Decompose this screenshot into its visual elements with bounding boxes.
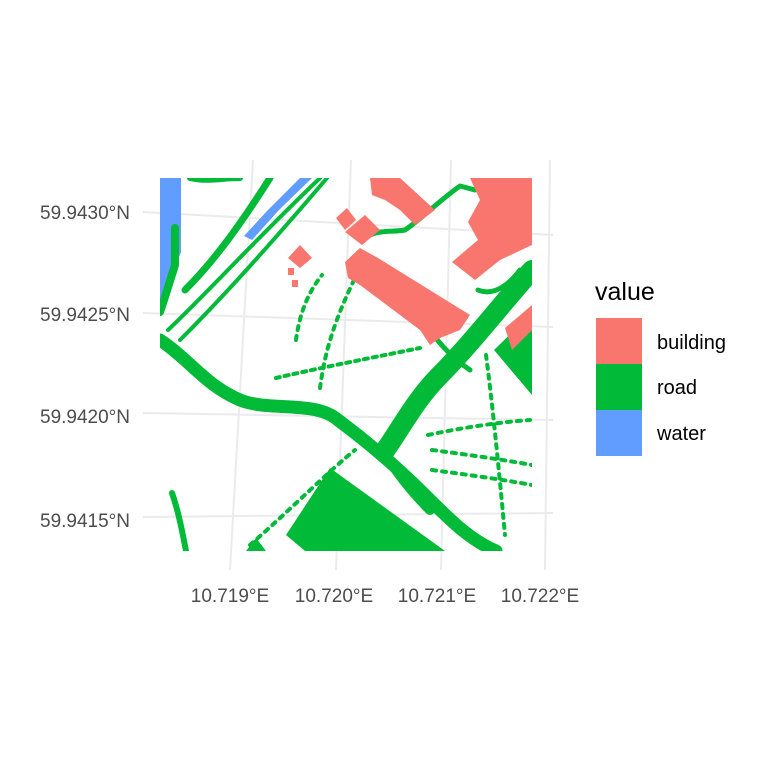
road-footpath-4: [426, 418, 532, 437]
road-northwest-diag-2: [166, 178, 322, 332]
road-footpath-1: [294, 273, 324, 342]
building-layer: [288, 178, 532, 350]
building-small-west: [288, 245, 312, 268]
building-northeast-block: [452, 178, 532, 280]
y-axis-labels: 59.9430°N 59.9425°N 59.9420°N 59.9415°N: [40, 203, 130, 532]
road-layer: [160, 178, 532, 551]
water-area-west: [160, 178, 181, 300]
graticule: [142, 159, 554, 571]
road-footpath-5: [430, 448, 532, 467]
building-north-annex: [345, 215, 380, 245]
road-north-building-path: [367, 183, 478, 238]
road-area-small-triangle: [246, 538, 266, 551]
road-footpath-2: [318, 278, 356, 390]
lat-tick-label: 59.9420°N: [40, 407, 130, 428]
lon-tick-label: 10.722°E: [501, 586, 579, 607]
lon-tick-label: 10.719°E: [191, 586, 269, 607]
road-northwest-diag-3: [178, 178, 329, 342]
water-strip-north: [244, 178, 312, 240]
road-northwest-curve: [187, 178, 243, 183]
legend-key-road: [596, 364, 642, 410]
x-axis-labels: 10.719°E 10.720°E 10.721°E 10.722°E: [191, 586, 579, 607]
map-panel: [160, 178, 532, 551]
road-area-south-plaza: [286, 468, 445, 551]
road-footpath-6: [430, 468, 532, 487]
grid-lat-line: [142, 412, 554, 421]
legend: value building road water: [595, 278, 726, 456]
legend-key-water: [596, 410, 642, 456]
road-avenue-link: [379, 447, 435, 515]
lon-tick-label: 10.720°E: [295, 586, 373, 607]
legend-label-building: building: [657, 332, 726, 354]
road-northwest-diag-1: [181, 178, 274, 294]
lon-tick-label: 10.721°E: [398, 586, 476, 607]
lat-tick-label: 59.9415°N: [40, 511, 130, 532]
building-main-wing: [345, 248, 470, 345]
road-main-curve: [160, 333, 503, 551]
lat-tick-label: 59.9430°N: [40, 203, 130, 224]
road-avenue-northeast: [374, 260, 532, 462]
road-southwest-stub: [169, 490, 189, 551]
grid-lon-line: [229, 159, 254, 571]
building-small-west-2: [336, 208, 356, 230]
lat-tick-label: 59.9425°N: [40, 305, 130, 326]
road-footpath-west: [274, 346, 422, 380]
road-footpath-7: [484, 353, 507, 537]
water-layer: [160, 178, 312, 300]
building-north-block: [370, 178, 435, 225]
legend-label-water: water: [656, 423, 706, 445]
road-west-spur: [160, 224, 179, 316]
legend-key-building: [596, 318, 642, 364]
legend-title: value: [595, 278, 655, 306]
building-east-edge: [505, 305, 532, 350]
grid-lon-line: [544, 159, 551, 571]
building-tiny-1: [288, 268, 294, 275]
road-building-east-drive: [475, 267, 523, 295]
building-tiny-2: [292, 280, 298, 287]
legend-label-road: road: [657, 377, 697, 399]
road-footpath-3: [248, 448, 357, 547]
